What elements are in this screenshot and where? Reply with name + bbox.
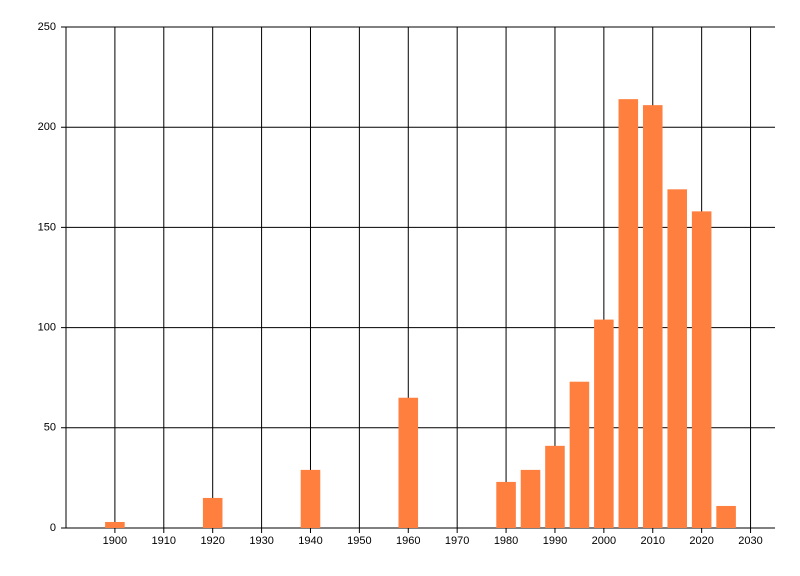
bar — [667, 189, 687, 528]
x-tick-label: 1970 — [445, 535, 469, 547]
bar — [496, 481, 516, 528]
x-tick-label: 1930 — [249, 535, 273, 547]
y-tick-label: 250 — [38, 21, 56, 33]
bar — [202, 497, 223, 528]
y-tick-label: 0 — [50, 522, 56, 534]
y-tick-label: 100 — [38, 322, 56, 334]
y-tick-label: 200 — [38, 121, 56, 133]
x-tick-label: 2010 — [641, 535, 665, 547]
bar — [618, 99, 639, 529]
bar — [398, 397, 419, 528]
bar — [545, 445, 565, 528]
x-tick-label: 1990 — [543, 535, 567, 547]
x-tick-label: 1950 — [347, 535, 371, 547]
bar — [594, 319, 614, 528]
bar — [520, 469, 541, 528]
bar — [300, 469, 321, 528]
bar — [716, 505, 736, 528]
x-tick-label: 1920 — [200, 535, 224, 547]
bar — [642, 105, 663, 528]
bar — [569, 381, 590, 528]
x-tick-label: 2030 — [738, 535, 762, 547]
x-tick-label: 1980 — [494, 535, 518, 547]
x-tick-label: 1940 — [298, 535, 322, 547]
x-tick-label: 1910 — [152, 535, 176, 547]
x-tick-label: 1960 — [396, 535, 420, 547]
x-tick-label: 2000 — [592, 535, 616, 547]
x-tick-label: 2020 — [689, 535, 713, 547]
bar — [691, 211, 712, 529]
y-tick-label: 150 — [38, 221, 56, 233]
x-tick-label: 1900 — [103, 535, 127, 547]
bar — [105, 521, 125, 528]
y-tick-label: 50 — [44, 422, 56, 434]
